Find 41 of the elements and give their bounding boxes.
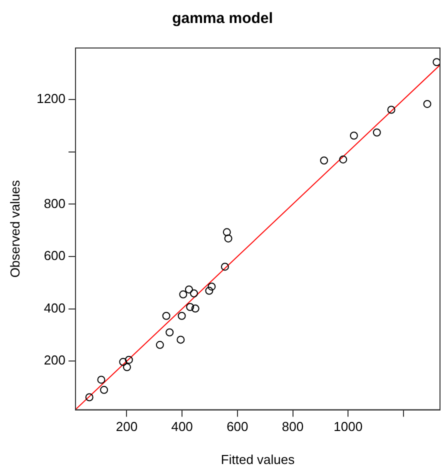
y-axis-title: Observed values: [7, 180, 22, 278]
x-axis-title: Fitted values: [220, 452, 296, 467]
point: [350, 132, 358, 140]
point: [166, 328, 174, 336]
point: [156, 340, 164, 349]
x-tick-label: 600: [226, 419, 248, 434]
point: [119, 358, 128, 366]
point: [100, 386, 108, 394]
x-tick-label: 200: [116, 419, 138, 434]
y-tick-label: 400: [44, 300, 66, 316]
point: [191, 304, 200, 313]
point: [320, 156, 328, 164]
x-tick-label: 800: [282, 419, 304, 434]
point: [85, 393, 94, 402]
point: [224, 234, 232, 242]
point: [432, 58, 440, 66]
point: [190, 289, 198, 298]
point: [372, 128, 381, 136]
y-tick-label: 800: [44, 196, 66, 211]
point: [339, 155, 348, 164]
x-tick-label: 1000: [334, 419, 363, 434]
point: [122, 363, 131, 372]
point: [387, 106, 396, 114]
point: [205, 286, 214, 295]
point: [176, 336, 185, 344]
point: [124, 356, 133, 364]
x-tick-label: 400: [171, 419, 193, 434]
y-tick-label: 600: [44, 248, 66, 264]
point: [97, 376, 106, 384]
point: [178, 312, 186, 320]
point: [208, 282, 216, 291]
chart-title: gamma model: [172, 10, 273, 28]
point: [423, 100, 432, 108]
point: [184, 285, 193, 294]
y-tick-label: 1200: [36, 91, 66, 106]
point: [179, 290, 188, 298]
point: [222, 228, 231, 236]
point: [186, 302, 194, 311]
point: [220, 262, 229, 271]
y-tick-label: 200: [44, 352, 66, 368]
point: [162, 312, 170, 320]
